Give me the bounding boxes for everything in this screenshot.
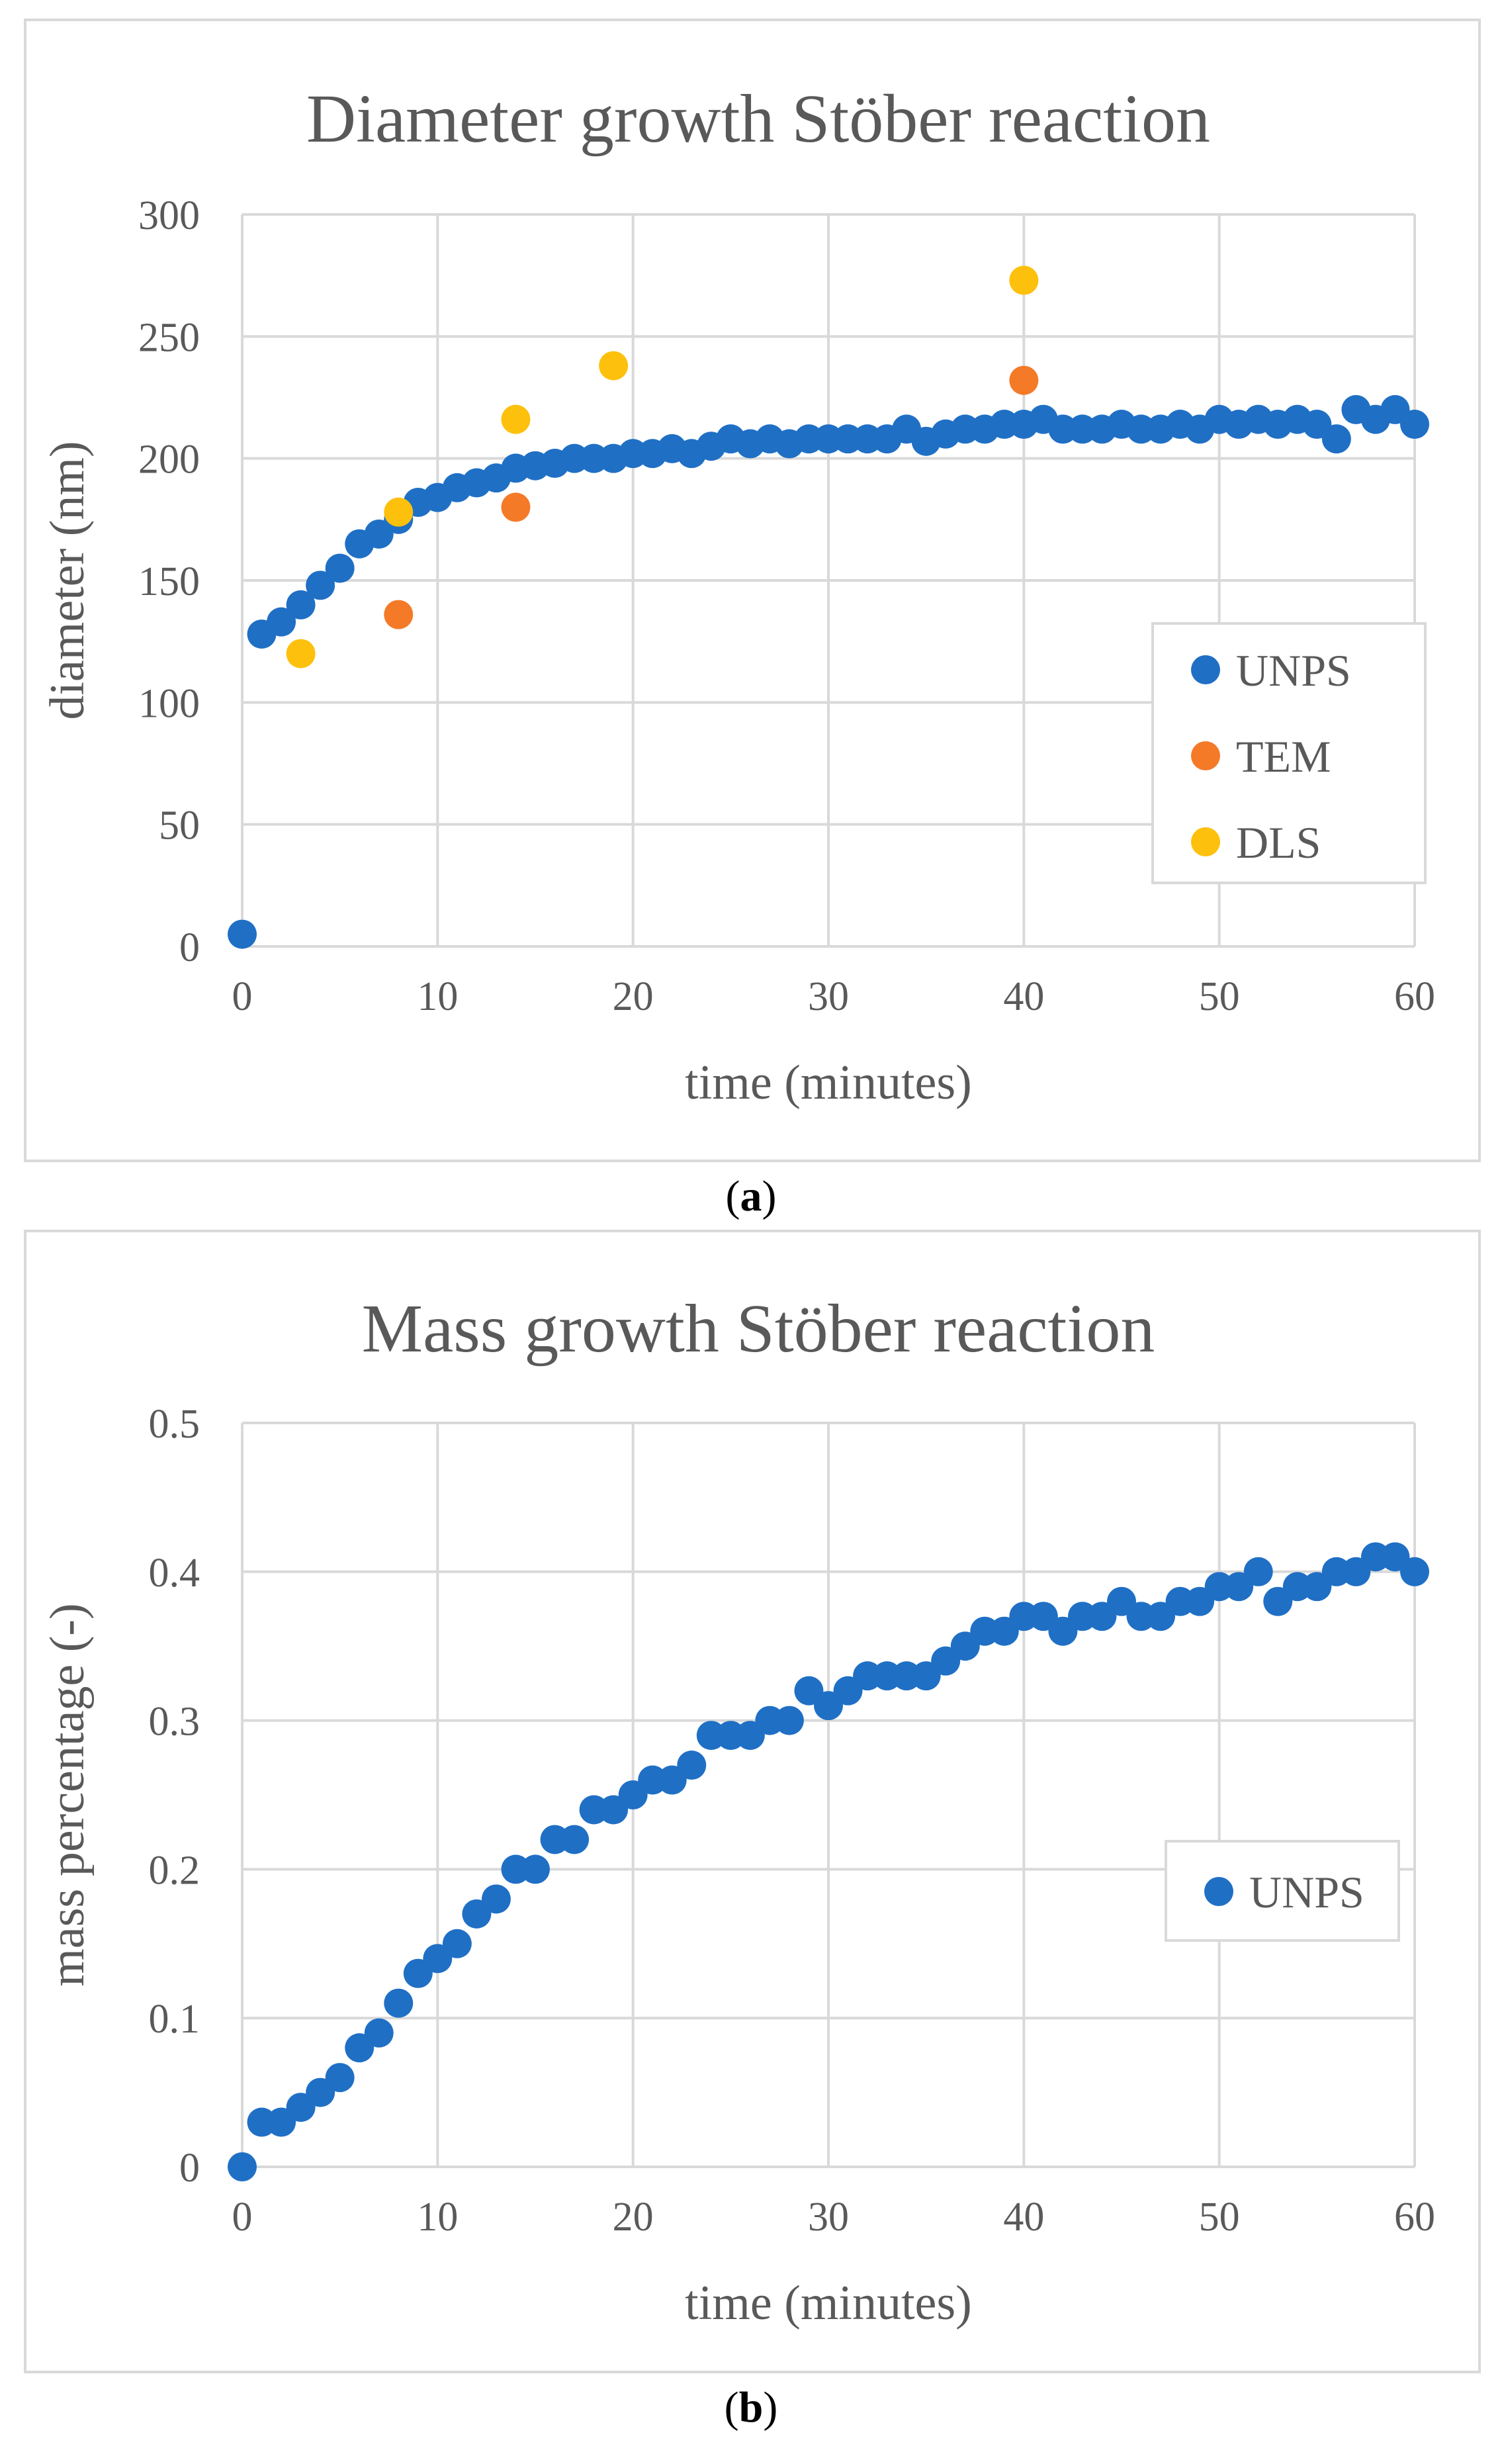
data-point-unps: [560, 1825, 590, 1854]
data-point-unps: [442, 1929, 472, 1958]
caption-b: (b): [724, 2383, 778, 2432]
x-tick-label: 0: [232, 974, 253, 1019]
legend-label-dls: DLS: [1236, 817, 1321, 868]
legend-marker-tem: [1191, 741, 1220, 770]
y-tick-label: 0.3: [149, 1700, 200, 1745]
data-point-dls: [599, 351, 629, 381]
chart-panel-diameter: Diameter growth Stöber reaction 0 10 20 30 40…: [24, 19, 1481, 1162]
x-tick-label: 60: [1394, 2195, 1435, 2240]
y-tick-label: 150: [138, 559, 200, 604]
data-point-dls: [501, 404, 531, 434]
legend-label-unps: UNPS: [1249, 1867, 1364, 1917]
x-axis-label: time (minutes): [685, 2276, 972, 2330]
data-point-unps: [1400, 410, 1429, 439]
x-tick-label: 40: [1003, 2195, 1044, 2240]
data-point-unps: [325, 553, 355, 583]
data-point-tem: [1009, 365, 1039, 395]
legend-marker-unps: [1191, 655, 1220, 684]
data-point-unps: [1400, 1557, 1429, 1586]
caption-a-letter: a: [740, 1172, 762, 1220]
data-point-tem: [384, 600, 414, 629]
y-tick-label: 0.1: [149, 1997, 200, 2042]
caption-b-letter: b: [738, 2383, 764, 2432]
y-tick-label: 250: [138, 315, 200, 360]
data-point-unps: [521, 1854, 550, 1884]
data-point-unps: [267, 607, 296, 637]
y-tick-label: 0.2: [149, 1848, 200, 1893]
data-point-unps: [481, 1884, 511, 1914]
data-point-unps: [774, 1706, 804, 1735]
x-tick-label: 20: [613, 974, 654, 1019]
legend-label-unps: UNPS: [1236, 645, 1351, 696]
x-tick-label: 10: [417, 974, 458, 1019]
data-point-dls: [286, 639, 316, 668]
caption-a: (a): [725, 1172, 777, 1220]
data-point-unps: [677, 1751, 707, 1780]
x-tick-label: 50: [1199, 974, 1240, 1019]
chart-title: Mass growth Stöber reaction: [362, 1291, 1155, 1367]
legend-marker-unps: [1204, 1877, 1233, 1906]
y-tick-label: 100: [138, 681, 200, 726]
data-point-unps: [286, 590, 316, 619]
y-tick-label: 300: [138, 193, 200, 238]
chart-panel-mass: Mass growth Stöber reaction 0 10 20 30 40 50 60…: [24, 1230, 1481, 2373]
y-tick-label: 200: [138, 437, 200, 482]
y-axis-label: mass percentage (-): [40, 1603, 95, 1986]
data-point-unps: [1321, 424, 1351, 454]
data-point-unps: [306, 570, 335, 600]
x-tick-label: 20: [613, 2195, 654, 2240]
x-tick-label: 0: [232, 2195, 253, 2240]
x-tick-label: 50: [1199, 2195, 1240, 2240]
mass-chart: Mass growth Stöber reaction 0 10 20 30 40 50 60…: [40, 1291, 1435, 2330]
data-point-unps: [228, 919, 257, 949]
data-point-unps: [384, 1988, 414, 2018]
data-point-unps: [325, 2063, 355, 2093]
data-point-dls: [1009, 265, 1039, 295]
x-axis-label: time (minutes): [685, 1056, 972, 1110]
x-tick-label: 10: [417, 2195, 458, 2240]
data-point-unps: [228, 2152, 257, 2181]
y-tick-label: 0.4: [149, 1551, 200, 1596]
x-tick-label: 40: [1003, 974, 1044, 1019]
legend-label-tem: TEM: [1236, 731, 1331, 782]
y-tick-label: 0.5: [149, 1402, 200, 1447]
diameter-chart: Diameter growth Stöber reaction 0 10 20 30 40…: [40, 81, 1435, 1110]
x-tick-label: 30: [808, 974, 849, 1019]
data-point-unps: [1243, 1557, 1273, 1586]
chart-title: Diameter growth Stöber reaction: [306, 81, 1210, 157]
data-point-unps: [364, 2018, 394, 2048]
y-tick-label: 0: [179, 925, 200, 970]
y-tick-label: 0: [179, 2146, 200, 2191]
legend-marker-dls: [1191, 827, 1220, 856]
x-tick-label: 30: [808, 2195, 849, 2240]
data-point-tem: [501, 492, 531, 522]
y-tick-label: 50: [159, 803, 200, 848]
x-tick-label: 60: [1394, 974, 1435, 1019]
data-point-dls: [384, 497, 414, 527]
y-axis-label: diameter (nm): [40, 441, 95, 719]
